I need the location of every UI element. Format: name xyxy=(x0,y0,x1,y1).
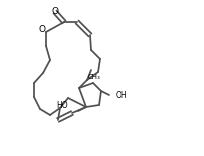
Text: O: O xyxy=(38,25,45,34)
Text: O: O xyxy=(51,7,58,15)
Text: OH: OH xyxy=(115,92,127,100)
Text: HO: HO xyxy=(56,102,68,110)
Text: CH₃: CH₃ xyxy=(88,74,100,80)
